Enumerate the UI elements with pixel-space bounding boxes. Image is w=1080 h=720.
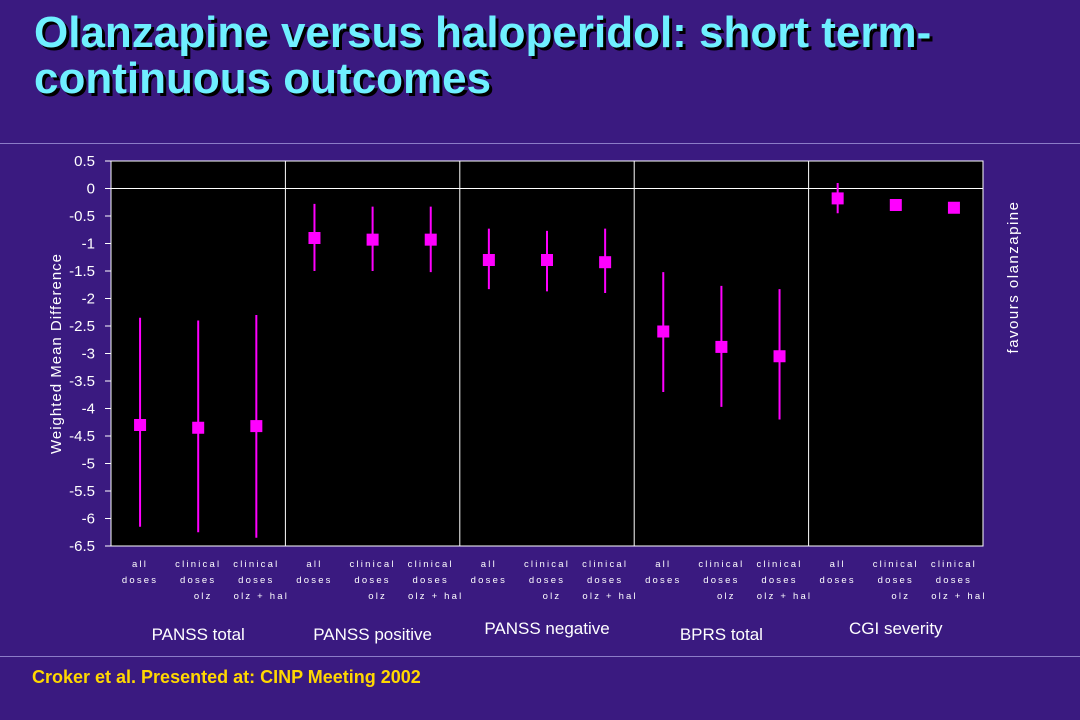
category-label: olz + hal (931, 591, 986, 602)
point-estimate-marker (889, 199, 902, 211)
category-label: all (655, 559, 671, 570)
y-tick-label: -6 (82, 511, 95, 528)
y-tick-label: -4.5 (69, 428, 95, 445)
category-label: doses (529, 575, 565, 586)
category-label: olz (891, 591, 910, 602)
y-tick-label: -3.5 (69, 373, 95, 390)
bottom-divider (0, 656, 1080, 657)
y-tick-label: -2.5 (69, 318, 95, 335)
category-label: olz (717, 591, 736, 602)
category-label: clinical (698, 559, 744, 570)
group-label: CGI severity (849, 619, 943, 638)
slide-title-line-1: Olanzapine versus haloperidol: short ter… (34, 8, 932, 57)
category-label: olz (194, 591, 213, 602)
y-tick-label: 0.5 (74, 153, 95, 170)
category-label: olz + hal (234, 591, 289, 602)
point-estimate-marker (192, 421, 205, 434)
category-label: all (306, 559, 322, 570)
category-label: doses (122, 575, 158, 586)
category-label: doses (471, 575, 507, 586)
point-estimate-marker (541, 254, 553, 266)
y-tick-label: -1.5 (69, 263, 95, 280)
y-axis-label: Weighted Mean Difference (48, 253, 65, 454)
y-tick-label: -3 (82, 346, 95, 363)
y-tick-label: -0.5 (69, 208, 95, 225)
point-estimate-marker (715, 340, 728, 353)
y-tick-label: -1 (82, 236, 95, 253)
slide-title-line-2: continuous outcomes (34, 54, 492, 103)
y-tick-label: -6.5 (69, 538, 95, 555)
category-label: clinical (756, 559, 802, 570)
category-label: doses (296, 575, 332, 586)
point-estimate-marker (831, 192, 844, 205)
point-estimate-marker (657, 325, 670, 338)
point-estimate-marker (599, 256, 612, 269)
category-label: clinical (582, 559, 628, 570)
category-label: doses (878, 575, 914, 586)
category-label: clinical (233, 559, 279, 570)
category-label: doses (180, 575, 216, 586)
y-tick-label: -5 (82, 456, 95, 473)
point-estimate-marker (947, 201, 960, 214)
category-label: clinical (175, 559, 221, 570)
y-tick-label: -2 (82, 291, 95, 308)
point-estimate-marker (366, 233, 379, 246)
category-label: clinical (524, 559, 570, 570)
point-estimate-marker (134, 419, 147, 431)
category-label: doses (587, 575, 623, 586)
y-tick-label: -5.5 (69, 483, 95, 500)
point-estimate-marker (308, 232, 321, 244)
group-label: BPRS total (680, 625, 763, 644)
point-estimate-marker (250, 420, 263, 433)
y-tick-label: 0 (87, 181, 95, 198)
category-label: all (132, 559, 148, 570)
top-divider (0, 143, 1080, 144)
slide-title: Olanzapine versus haloperidol: short ter… (34, 10, 1034, 102)
group-label: PANSS negative (484, 619, 609, 638)
plot-area (111, 161, 983, 546)
category-label: doses (413, 575, 449, 586)
point-estimate-marker (424, 233, 437, 246)
category-label: olz (368, 591, 387, 602)
category-label: doses (645, 575, 681, 586)
group-label: PANSS total (152, 625, 245, 644)
category-label: olz + hal (582, 591, 637, 602)
category-label: doses (703, 575, 739, 586)
category-label: clinical (350, 559, 396, 570)
category-label: doses (354, 575, 390, 586)
category-label: all (481, 559, 497, 570)
category-label: clinical (408, 559, 454, 570)
point-estimate-marker (482, 254, 495, 266)
category-label: doses (761, 575, 797, 586)
citation-footer: Croker et al. Presented at: CINP Meeting… (32, 667, 421, 687)
category-label: clinical (873, 559, 919, 570)
category-label: all (830, 559, 846, 570)
category-label: olz + hal (757, 591, 812, 602)
category-label: olz (543, 591, 562, 602)
category-label: doses (936, 575, 972, 586)
category-label: olz + hal (408, 591, 463, 602)
group-label: PANSS positive (313, 625, 432, 644)
point-estimate-marker (773, 350, 786, 363)
category-label: clinical (931, 559, 977, 570)
favours-olanzapine-label: favours olanzapine (1005, 201, 1022, 354)
y-tick-label: -4 (82, 401, 95, 418)
category-label: doses (819, 575, 855, 586)
category-label: doses (238, 575, 274, 586)
